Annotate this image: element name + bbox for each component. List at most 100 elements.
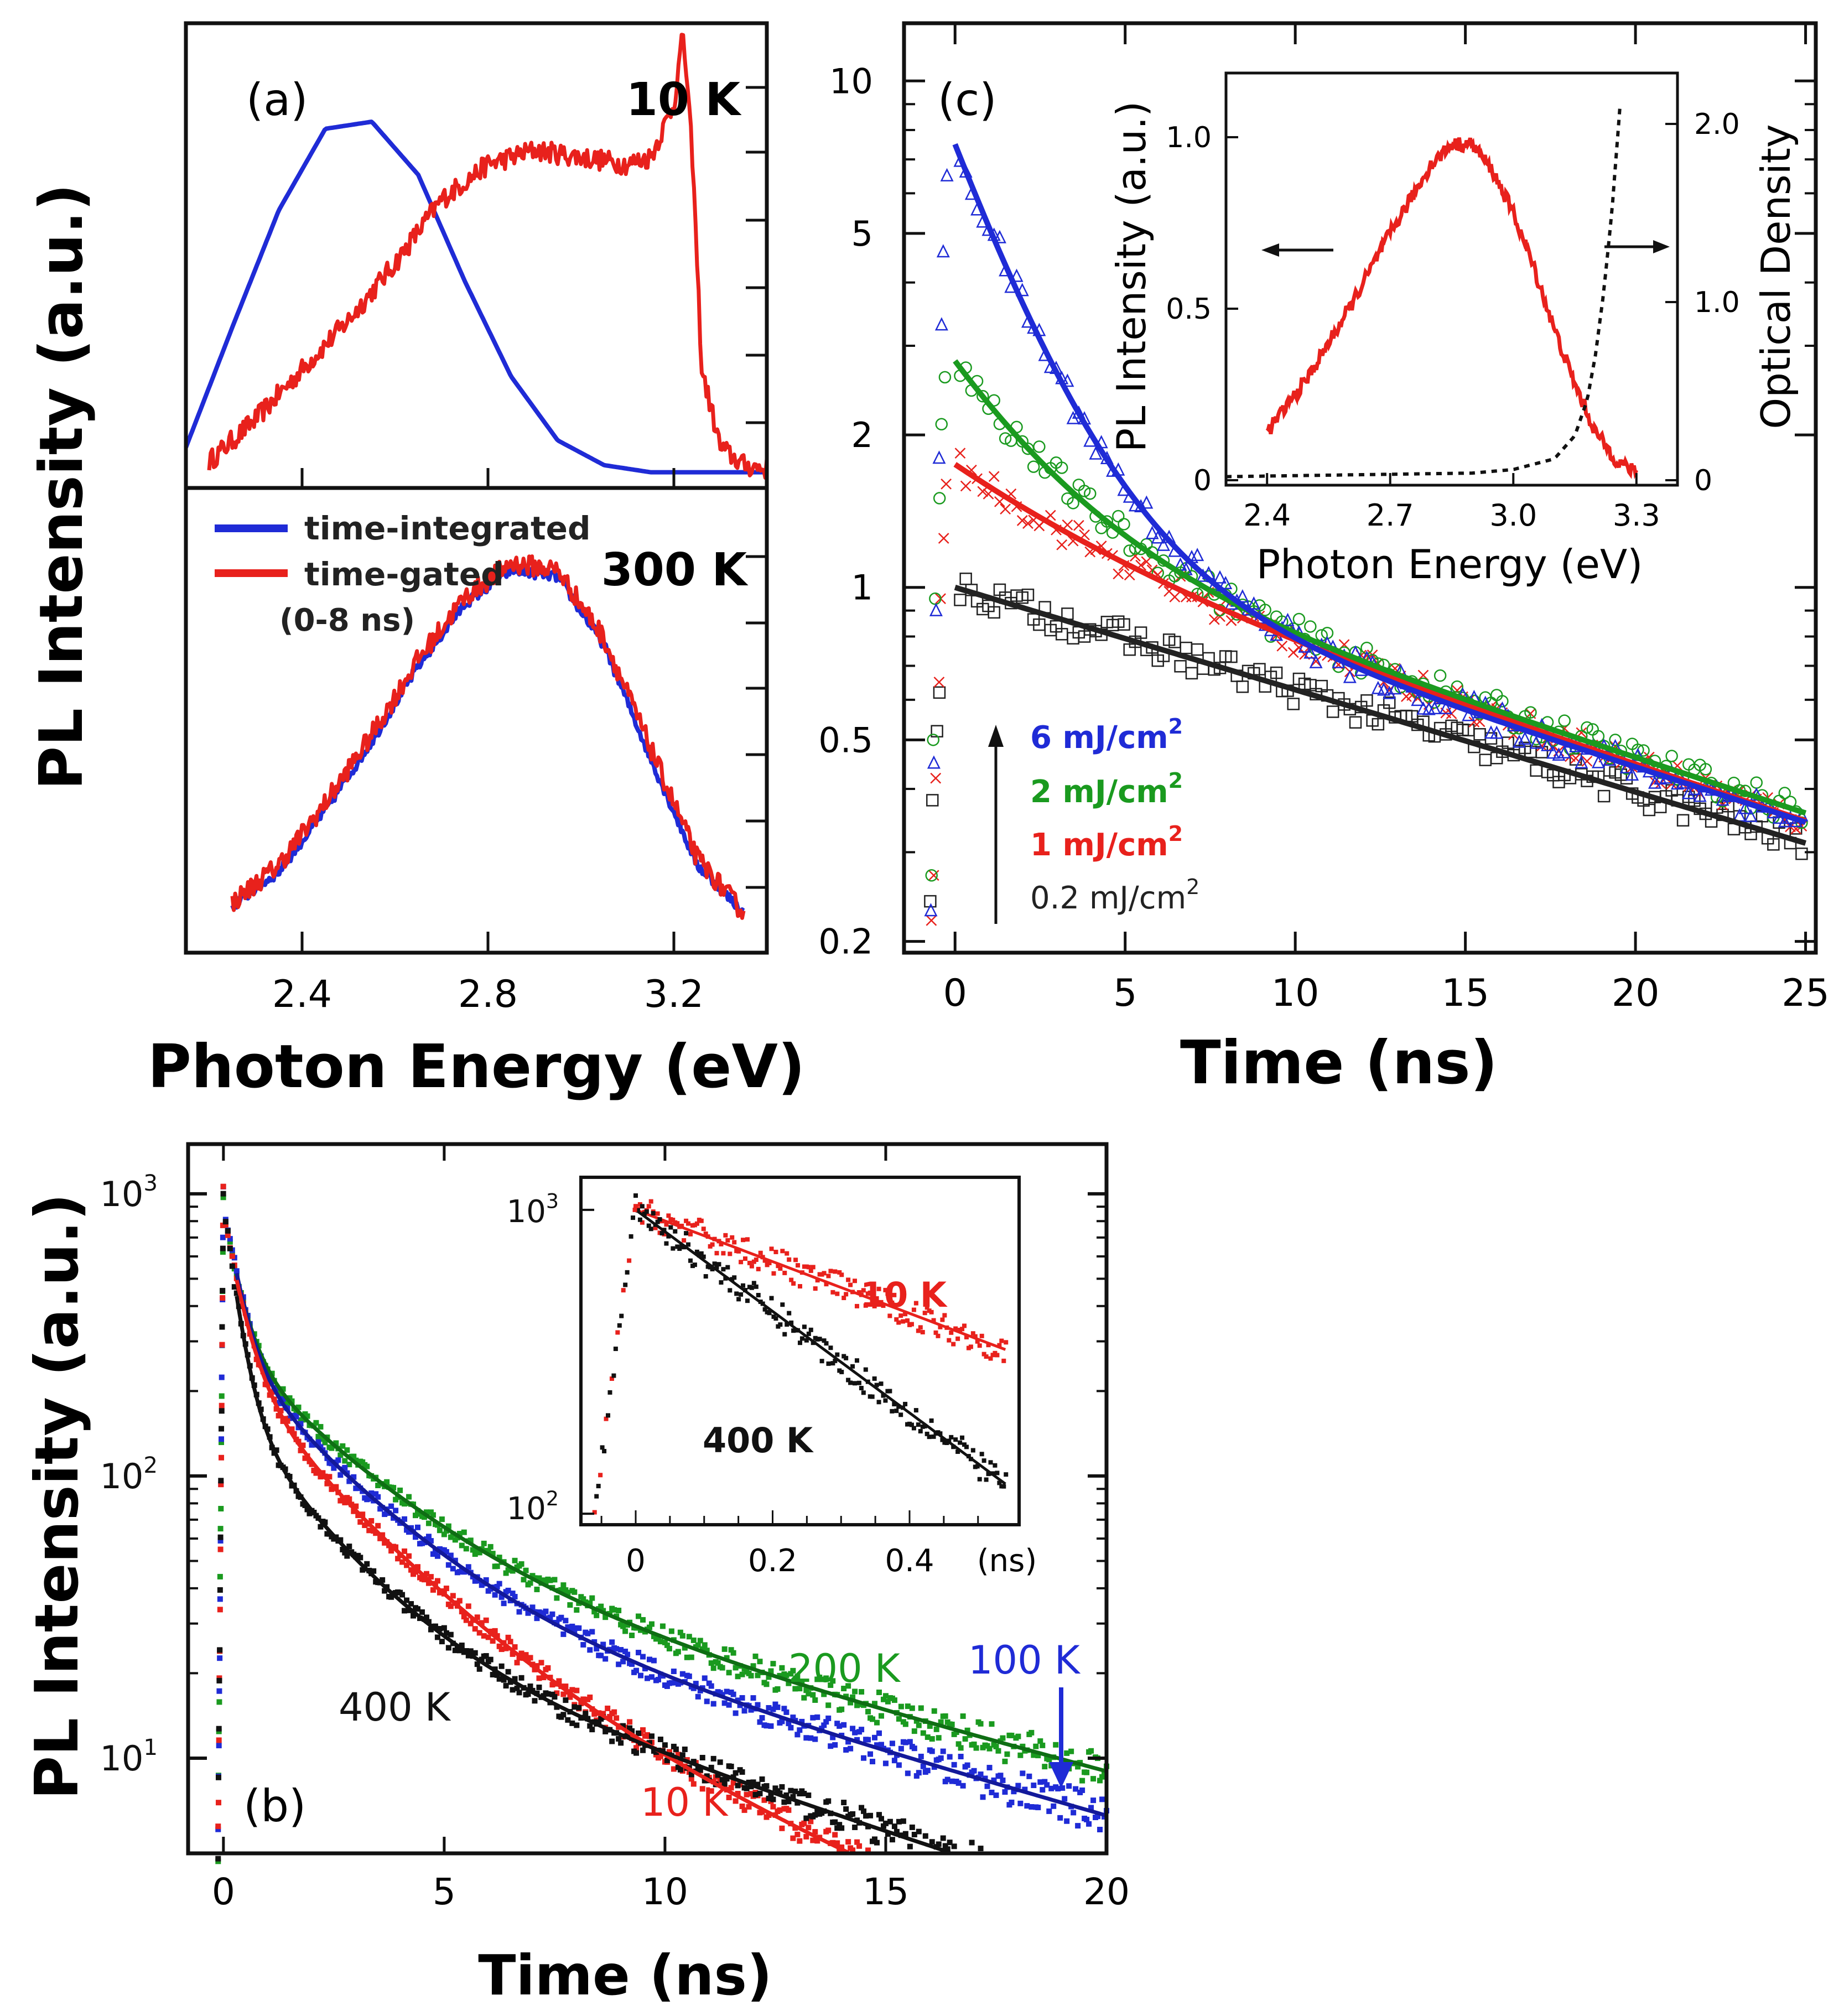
point-100K — [651, 1658, 657, 1664]
inset-b-xticklabel: 0.2 — [748, 1543, 797, 1579]
point-10K — [567, 1694, 573, 1700]
point-100K — [790, 1714, 796, 1721]
point-400K — [487, 1656, 494, 1662]
marker-6mj — [1693, 788, 1707, 802]
point-100K — [402, 1516, 408, 1522]
rise-marker-6mj — [924, 903, 938, 917]
marker-2mj — [1100, 515, 1114, 528]
point-10K — [633, 1745, 640, 1751]
panel-a-xticklabels: 2.4 2.8 3.2 — [272, 973, 704, 1016]
point-200K — [1084, 1769, 1090, 1775]
inset-b-point-400K — [734, 1291, 739, 1296]
inset-b-point-400K — [699, 1251, 704, 1256]
panel-b-yticklabel-sup: 3 — [143, 1170, 158, 1196]
point-10K — [468, 1620, 474, 1627]
rise-point-200K — [220, 1194, 226, 1201]
marker-0p2mj — [1372, 718, 1385, 731]
point-10K — [481, 1633, 487, 1639]
point-200K — [878, 1713, 884, 1719]
inset-b-point-10K — [714, 1251, 719, 1256]
point-200K — [470, 1547, 476, 1553]
marker-1mj — [960, 480, 972, 492]
point-400K — [222, 1219, 228, 1225]
point-400K — [878, 1816, 884, 1822]
inset-b-xticklabels: 0 0.2 0.4 (ns) — [626, 1543, 1037, 1579]
point-200K — [591, 1609, 598, 1615]
point-200K — [810, 1692, 816, 1698]
point-200K — [437, 1527, 443, 1534]
inset-b-point-400K — [767, 1311, 772, 1316]
marker-1mj — [1113, 568, 1124, 580]
point-200K — [629, 1633, 635, 1639]
point-200K — [445, 1523, 451, 1529]
point-200K — [481, 1540, 487, 1546]
rise-point-10K — [218, 1482, 224, 1488]
point-10K — [666, 1749, 672, 1755]
rise-marker-2mj — [925, 869, 938, 882]
marker-6mj — [1235, 589, 1249, 603]
marker-6mj — [1371, 680, 1385, 694]
rise-marker-2mj — [929, 592, 942, 605]
inset-b-point-10K — [909, 1322, 914, 1327]
point-100K — [874, 1742, 880, 1748]
inset-b-point-400K — [714, 1265, 719, 1270]
point-200K — [880, 1696, 886, 1702]
point-200K — [870, 1716, 876, 1722]
point-200K — [322, 1440, 328, 1446]
point-400K — [576, 1705, 582, 1711]
marker-6mj — [1682, 786, 1696, 799]
point-100K — [693, 1681, 699, 1687]
point-400K — [929, 1839, 935, 1845]
point-200K — [721, 1646, 728, 1652]
inset-b-point-10K — [896, 1320, 901, 1325]
point-10K — [512, 1644, 518, 1650]
inset-b-point-10K — [739, 1260, 744, 1265]
point-100K — [819, 1726, 825, 1732]
inset-b-point-10K — [977, 1343, 982, 1348]
inset-b-point-400K — [799, 1336, 804, 1341]
inset-b-point-10K — [747, 1260, 752, 1265]
point-400K — [779, 1784, 785, 1790]
marker-6mj — [1145, 526, 1159, 539]
point-400K — [437, 1626, 443, 1632]
inset-b-point-400K — [694, 1249, 699, 1254]
point-200K — [397, 1487, 403, 1493]
marker-6mj — [1575, 755, 1588, 768]
point-100K — [646, 1656, 652, 1662]
point-400K — [887, 1818, 893, 1825]
inset-b-point-10K — [811, 1265, 815, 1270]
point-200K — [616, 1607, 622, 1613]
marker-2mj — [1067, 497, 1079, 510]
point-100K — [1075, 1823, 1081, 1829]
point-100K — [913, 1773, 920, 1779]
point-200K — [664, 1642, 670, 1648]
point-400K — [552, 1694, 558, 1700]
rise-point-400K — [219, 1324, 225, 1330]
fit-2mj — [953, 359, 1807, 816]
inset-b-point-400K — [640, 1204, 645, 1209]
point-100K — [733, 1710, 739, 1716]
rise-marker-6mj — [929, 602, 943, 616]
point-200K — [958, 1745, 964, 1751]
point-100K — [889, 1740, 895, 1747]
panel-c-xticklabel: 0 — [943, 971, 967, 1015]
point-200K — [874, 1719, 880, 1726]
point-400K — [837, 1822, 843, 1828]
panel-c-yticklabel: 5 — [851, 214, 873, 254]
inset-c-ticks — [1226, 123, 1677, 485]
point-200K — [1053, 1742, 1059, 1748]
inset-b-point-10K — [837, 1270, 842, 1275]
point-100K — [351, 1474, 357, 1480]
inset-c-right-arrow-head — [1653, 240, 1670, 253]
rise-point-10K — [216, 1737, 222, 1743]
point-100K — [759, 1715, 765, 1721]
rise-point-100K — [216, 1743, 222, 1749]
point-200K — [512, 1557, 518, 1563]
point-100K — [1097, 1827, 1103, 1833]
point-400K — [525, 1691, 531, 1697]
point-400K — [452, 1648, 458, 1654]
point-200K — [1068, 1748, 1074, 1754]
marker-1mj — [977, 486, 989, 497]
